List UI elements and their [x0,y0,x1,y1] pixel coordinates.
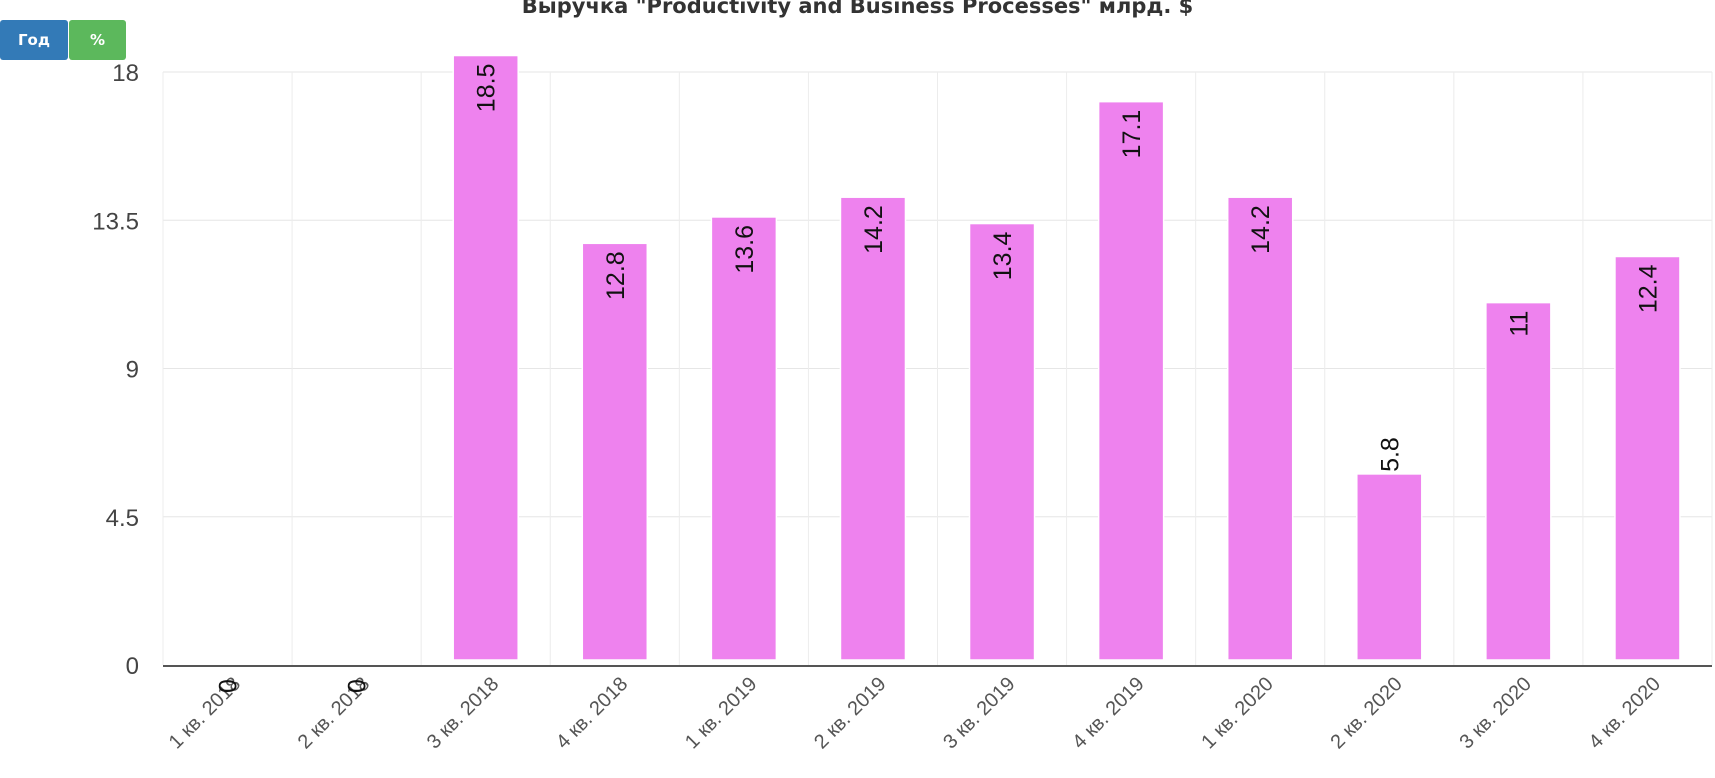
x-tick-label: 3 кв. 2019 [939,673,1019,753]
data-label: 18.5 [473,64,501,113]
bar[interactable] [710,216,778,661]
bar[interactable] [1356,473,1423,661]
x-tick-label: 3 кв. 2020 [1456,673,1536,753]
bar[interactable] [452,54,519,661]
data-label: 17.1 [1118,110,1146,159]
x-tick-label: 3 кв. 2018 [423,673,503,753]
data-label: 12.8 [602,251,630,300]
chart-title: Выручка "Productivity and Business Proce… [521,0,1194,18]
y-axis-labels: 0 4.5 9 13.5 18 [92,60,139,680]
x-tick-label: 1 кв. 2020 [1197,673,1277,753]
y-tick-label: 13.5 [92,208,139,235]
data-label: 12.4 [1634,264,1662,313]
y-tick-label: 0 [126,653,139,680]
grid-lines [162,71,1713,667]
bar[interactable] [1485,301,1552,661]
x-tick-label: 4 кв. 2019 [1068,673,1148,753]
percent-toggle-button[interactable]: % [69,20,126,60]
year-toggle-button[interactable]: Год [0,20,68,60]
x-tick-label: 2 кв. 2020 [1326,673,1406,753]
bar[interactable] [1097,100,1165,661]
bar[interactable] [1226,196,1294,661]
data-label: 14.2 [860,205,888,254]
data-label: 14.2 [1247,205,1275,254]
y-tick-label: 4.5 [106,505,139,532]
x-tick-label: 4 кв. 2018 [552,673,632,753]
data-label: 0 [344,679,372,693]
data-labels: 0 0 18.5 12.8 13.6 14.2 13.4 17.1 14.2 5.8 11 12.4 [215,64,1663,693]
y-tick-label: 9 [126,357,139,384]
bar[interactable] [581,242,649,661]
x-axis-labels: 1 кв. 2018 2 кв. 2018 3 кв. 2018 4 кв. 2018… [165,673,1665,753]
data-label: 13.6 [731,225,759,274]
data-label: 11 [1505,311,1533,337]
x-tick-label: 4 кв. 2020 [1585,673,1665,753]
data-label: 5.8 [1376,437,1404,472]
bar[interactable] [839,196,907,661]
x-tick-label: 1 кв. 2019 [681,673,761,753]
bar[interactable] [1614,255,1681,661]
y-tick-label: 18 [112,60,139,87]
bar[interactable] [968,222,1036,661]
data-label: 13.4 [989,231,1017,280]
data-label: 0 [215,679,243,693]
x-tick-label: 2 кв. 2019 [810,673,890,753]
bars [452,54,1681,661]
